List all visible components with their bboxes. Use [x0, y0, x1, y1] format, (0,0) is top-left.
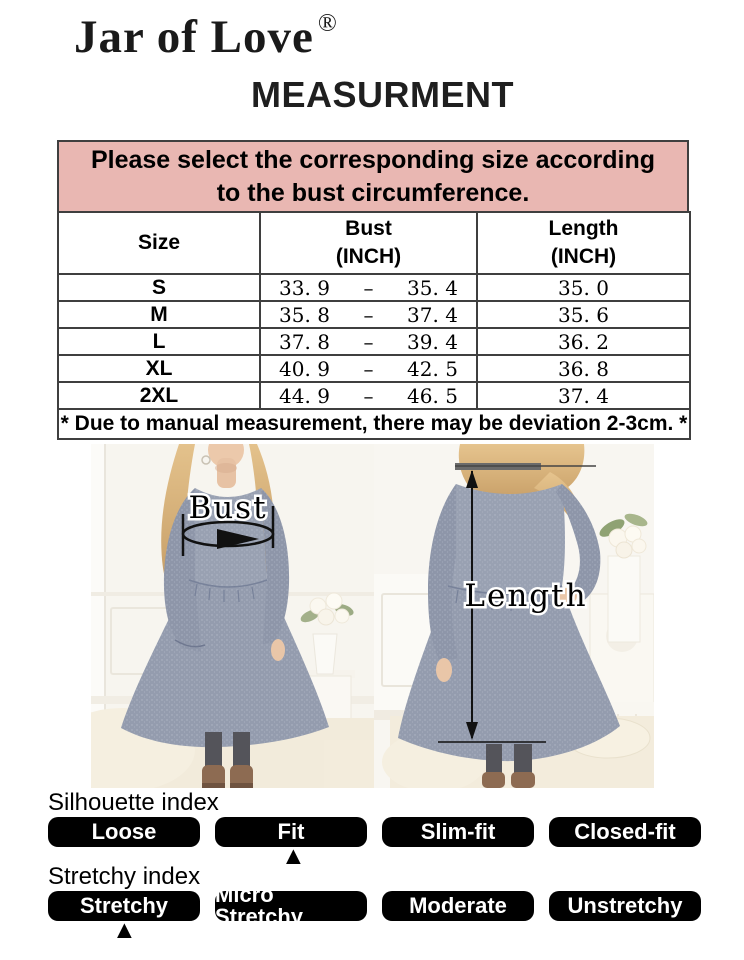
- stretchy-selected-marker-icon: ▲: [112, 916, 137, 944]
- bust-min: 35. 8: [279, 302, 330, 327]
- deviation-note: * Due to manual measurement, there may b…: [57, 408, 691, 440]
- table-header-row: Size Bust (INCH) Length (INCH): [57, 211, 691, 275]
- page-title: MEASURMENT: [251, 74, 514, 115]
- bust-max: 35. 4: [407, 275, 458, 300]
- arrow-right-icon: [217, 529, 259, 549]
- range-dash: –: [363, 275, 374, 300]
- table-row: M 35. 8 – 37. 4 35. 6: [57, 300, 691, 329]
- boots: [202, 765, 253, 788]
- stretchy-option-micro-stretchy: Micro Stretchy: [215, 884, 367, 928]
- size-chart: Please select the corresponding size acc…: [57, 140, 691, 440]
- length-value: 36. 2: [476, 327, 691, 356]
- bust-max: 46. 5: [407, 383, 458, 408]
- silhouette-options: Loose Fit Slim-fit Closed-fit: [48, 817, 701, 847]
- arrow-up-icon: [466, 470, 478, 488]
- table-row: L 37. 8 – 39. 4 36. 2: [57, 327, 691, 356]
- length-value: 36. 8: [476, 354, 691, 383]
- bust-range: 40. 9 – 42. 5: [259, 354, 478, 383]
- bust-range: 35. 8 – 37. 4: [259, 300, 478, 329]
- bust-range: 44. 9 – 46. 5: [259, 381, 478, 410]
- length-annotation: Length: [438, 463, 596, 743]
- stretchy-option-moderate: Moderate: [382, 891, 534, 921]
- bust-max: 42. 5: [407, 356, 458, 381]
- boots: [482, 772, 535, 788]
- bust-max: 39. 4: [407, 329, 458, 354]
- col-header-bust: Bust (INCH): [259, 211, 478, 275]
- col-header-size: Size: [57, 211, 261, 275]
- bust-range: 33. 9 – 35. 4: [259, 273, 478, 302]
- arrow-down-icon: [466, 722, 478, 740]
- model-hand: [557, 588, 577, 604]
- model-back: [398, 444, 648, 788]
- front-photo: Bust: [91, 444, 374, 788]
- bust-annotation: Bust: [181, 488, 275, 556]
- size-label: 2XL: [57, 381, 261, 410]
- range-dash: –: [363, 302, 374, 327]
- deviation-note-row: * Due to manual measurement, there may b…: [57, 408, 691, 440]
- range-dash: –: [363, 356, 374, 381]
- size-label: M: [57, 300, 261, 329]
- table-row: S 33. 9 – 35. 4 35. 0: [57, 273, 691, 302]
- size-table: Size Bust (INCH) Length (INCH) S 33. 9 –…: [57, 211, 691, 440]
- bust-min: 33. 9: [279, 275, 330, 300]
- size-label: L: [57, 327, 261, 356]
- table-row: XL 40. 9 – 42. 5 36. 8: [57, 354, 691, 383]
- bust-max: 37. 4: [407, 302, 458, 327]
- stretchy-option-stretchy: Stretchy: [48, 891, 200, 921]
- silhouette-option-loose: Loose: [48, 817, 200, 847]
- bust-label: Bust: [188, 490, 267, 526]
- silhouette-option-fit: Fit: [215, 817, 367, 847]
- back-photo: Length: [374, 444, 654, 788]
- length-label: Length: [464, 578, 587, 614]
- range-dash: –: [363, 383, 374, 408]
- bust-min: 37. 8: [279, 329, 330, 354]
- model-hand: [271, 639, 285, 661]
- bust-min: 44. 9: [279, 383, 330, 408]
- brand-logo: Jar of Love ®: [74, 10, 337, 64]
- dress-back: [398, 484, 620, 762]
- silhouette-selected-marker-icon: ▲: [281, 842, 306, 870]
- product-photos: Bust: [91, 444, 654, 788]
- range-dash: –: [363, 329, 374, 354]
- size-label: S: [57, 273, 261, 302]
- size-label: XL: [57, 354, 261, 383]
- stretchy-options: Stretchy Micro Stretchy Moderate Unstret…: [48, 884, 701, 928]
- length-value: 35. 6: [476, 300, 691, 329]
- col-header-length: Length (INCH): [476, 211, 691, 275]
- bouquet: [599, 513, 648, 559]
- stretchy-option-unstretchy: Unstretchy: [549, 891, 701, 921]
- size-banner: Please select the corresponding size acc…: [57, 140, 689, 213]
- bust-min: 40. 9: [279, 356, 330, 381]
- silhouette-option-closed-fit: Closed-fit: [549, 817, 701, 847]
- dress-front: [121, 488, 329, 748]
- brand-name: Jar of Love: [74, 11, 314, 63]
- earring-icon: [201, 455, 211, 465]
- length-value: 35. 0: [476, 273, 691, 302]
- registered-mark-icon: ®: [317, 10, 338, 38]
- silhouette-option-slim-fit: Slim-fit: [382, 817, 534, 847]
- model-front: [121, 444, 329, 788]
- table-row: 2XL 44. 9 – 46. 5 37. 4: [57, 381, 691, 410]
- stretchy-index-label: Stretchy index: [48, 863, 201, 890]
- silhouette-index-label: Silhouette index: [48, 789, 219, 816]
- length-value: 37. 4: [476, 381, 691, 410]
- bust-range: 37. 8 – 39. 4: [259, 327, 478, 356]
